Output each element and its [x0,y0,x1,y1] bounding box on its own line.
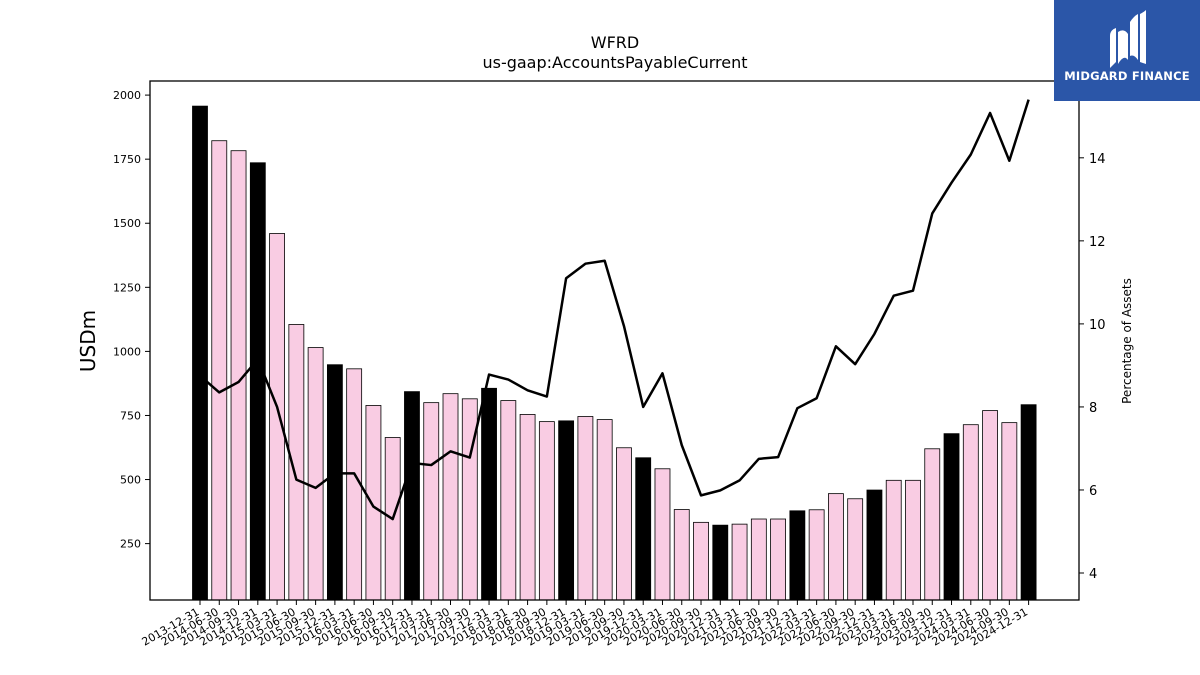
bar-quarterly [770,518,786,601]
bar-quarterly [982,410,998,601]
bar-quarterly [423,402,440,601]
bar-quarterly [307,347,324,601]
y-left-tick-label: 750 [120,409,141,422]
bar-annual [943,433,960,601]
bar-quarterly [693,521,709,601]
y-right-tick-label: 4 [1089,567,1097,582]
bar-quarterly [1001,422,1018,601]
bar-annual [192,105,208,601]
bar-quarterly [731,523,748,601]
bar-quarterly [885,479,902,601]
y-left-tick-label: 1500 [113,217,141,230]
y-right-tick-label: 10 [1089,318,1106,333]
percentage-of-assets-line [199,99,1030,521]
chart-subtitle: us-gaap:AccountsPayableCurrent [482,53,747,72]
bar-quarterly [596,419,613,601]
bar-annual [1020,404,1037,601]
brand-name: MIDGARD FINANCE [1064,69,1190,83]
chart-title: WFRD [591,33,639,52]
y-left-tick-label: 250 [120,538,141,551]
bar-annual [866,489,883,601]
bar-quarterly [519,414,536,601]
y-right-tick-label: 6 [1089,484,1097,499]
bar-annual [635,457,652,601]
bar-annual [326,364,343,601]
bar-quarterly [211,140,228,601]
bar-quarterly [538,421,555,601]
bar-quarterly [673,509,690,601]
bar-annual [404,391,420,601]
bar-quarterly [905,479,921,601]
bar-annual [481,387,497,601]
y-axis-right: 4 6 8 10 12 14 [1079,152,1106,582]
bar-quarterly [924,448,941,601]
y-right-tick-label: 14 [1089,152,1106,167]
bar-quarterly [442,393,459,601]
bar-quarterly [962,424,979,601]
bar-quarterly [365,405,382,601]
x-axis: 2013-12-312014-06-302014-09-302014-12-31… [140,600,1030,649]
y-axis-right-label: Percentage of Assets [1120,278,1134,404]
bar-annual [558,420,575,601]
y-left-tick-label: 1250 [113,281,141,294]
y-left-tick-label: 2000 [113,89,141,102]
line-group [199,99,1030,521]
bar-quarterly [847,498,864,601]
midgard-m-logo-icon [1110,10,1146,68]
bar-quarterly [269,233,285,601]
bar-quarterly [828,493,844,601]
bar-annual [789,510,806,601]
bar-quarterly [750,518,767,601]
bar-quarterly [616,447,632,601]
plot-frame [149,80,1080,601]
bar-annual [249,162,266,601]
bar-group [192,105,1037,601]
y-left-tick-label: 500 [120,474,141,487]
bar-quarterly [461,398,478,601]
y-left-tick-label: 1750 [113,153,141,166]
bar-quarterly [654,468,671,601]
bar-annual [712,524,729,601]
brand-logo: MIDGARD FINANCE [1054,0,1200,101]
y-right-tick-label: 8 [1089,401,1097,416]
y-axis-left: 250 500 750 1000 1250 1500 1750 2000 [113,89,150,551]
y-axis-left-label: USDm [76,310,100,372]
y-right-tick-label: 12 [1089,235,1106,250]
bar-quarterly [808,509,825,601]
bar-quarterly [577,416,594,601]
y-left-tick-label: 1000 [113,345,141,358]
bar-quarterly [500,400,517,601]
